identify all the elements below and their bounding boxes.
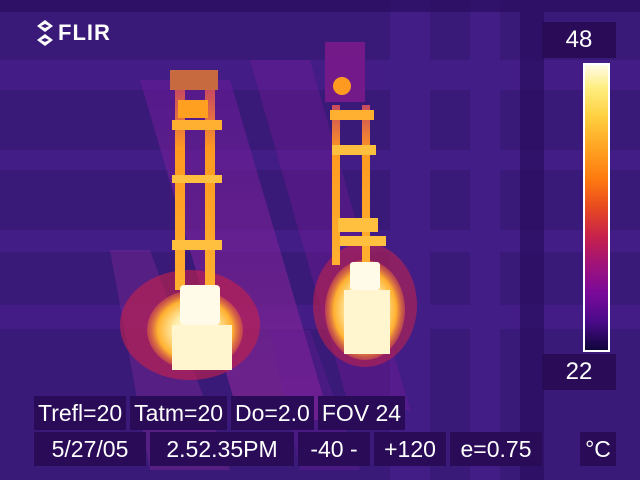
flir-logo: FLIR	[36, 20, 111, 46]
left-hot-fixture	[120, 70, 260, 380]
range-low-label: -40 -	[298, 432, 370, 466]
reflected-temp-label: Trefl=20	[34, 396, 127, 430]
atmospheric-temp-label: Tatm=20	[130, 396, 228, 430]
temperature-unit-label: °C	[580, 432, 616, 466]
parameters-row: Trefl=20 Tatm=20 Do=2.0 FOV 24	[34, 396, 406, 430]
right-hot-fixture	[313, 42, 417, 367]
flir-logo-text: FLIR	[58, 20, 111, 45]
temperature-color-bar	[583, 63, 610, 352]
scale-max-label: 48	[542, 22, 616, 58]
status-row: 5/27/05 2.52.35PM -40 - +120 e=0.75	[34, 432, 542, 466]
distance-label: Do=2.0	[231, 396, 314, 430]
range-high-label: +120	[374, 432, 446, 466]
date-label: 5/27/05	[34, 432, 146, 466]
flir-diamond-icon	[37, 20, 53, 46]
emissivity-label: e=0.75	[450, 432, 542, 466]
fov-label: FOV 24	[317, 396, 406, 430]
scale-min-label: 22	[542, 354, 616, 390]
time-label: 2.52.35PM	[150, 432, 294, 466]
